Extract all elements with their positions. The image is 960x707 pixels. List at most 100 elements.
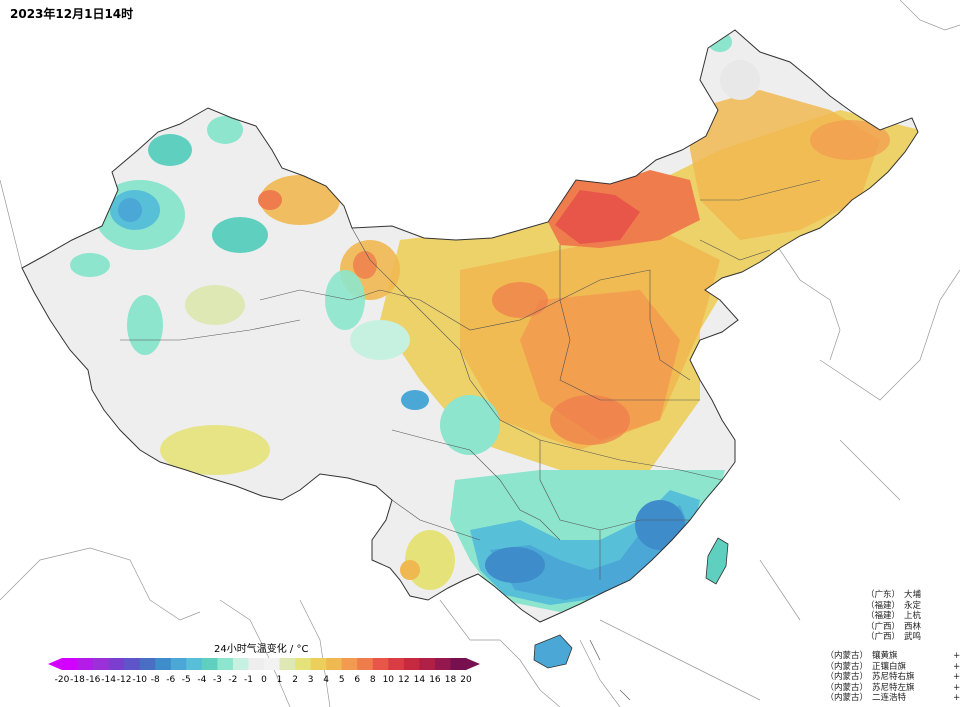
station-name: 正镶白旗 [872,661,907,672]
station-province: （福建） [865,600,900,611]
legend-swatch [170,658,187,670]
legend-swatch [232,658,249,670]
legend-min-arrow [48,658,62,670]
station-name: 永定 [904,600,922,611]
legend-tick-label: 10 [382,675,395,685]
station-province: （内蒙古） [825,672,868,682]
legend-tick-label: 6 [354,675,361,685]
legend-swatch [62,658,78,670]
legend-tick-label: -16 [85,675,101,685]
taiwan-island [705,537,729,585]
legend-tick-label: 4 [323,675,330,685]
station-row: （内蒙古） 二连浩特 +9.7°C [808,693,960,704]
legend-max-arrow [466,658,480,670]
legend-tick-label: -2 [228,675,238,685]
legend-tick-label: -14 [101,675,116,685]
station-name: 西林 [904,621,922,632]
station-name: 上杭 [904,611,922,621]
legend-swatch [326,658,342,670]
station-row: （福建） 永定 -9.1°C [840,601,960,612]
station-row: （广西） 西林 -8.8°C [840,622,960,633]
legend-tick-label: 3 [307,675,314,685]
station-row: （广东） 大埔 -9.6°C [840,590,960,601]
legend-tick-label: -6 [166,675,176,685]
legend-tick-label: 14 [413,675,426,685]
station-province: （内蒙古） [825,682,868,693]
south-china-sea-hint [589,639,631,701]
station-name: 镶黄旗 [872,651,898,661]
legend-swatch [310,658,327,670]
station-value: +8.8°C [953,672,960,682]
legend-swatch [403,658,420,670]
station-name: 武鸣 [904,632,922,642]
station-name: 苏尼特右旗 [872,672,915,682]
legend-tick-label: 2 [292,675,298,685]
station-province: （广东） [865,590,900,600]
station-value: -8.8°C [952,622,960,633]
legend-swatch [264,658,280,670]
station-value: -9.6°C [952,590,960,601]
china-outline [21,29,919,623]
legend-swatch [77,658,94,670]
legend-swatch [201,658,218,670]
legend-swatch [139,658,156,670]
legend-tick-label: -5 [181,675,191,685]
station-province: （内蒙古） [825,651,868,661]
legend-title: 24小时气温变化 / °C [214,644,309,655]
station-row: （内蒙古） 苏尼特左旗 +8.8°C [808,683,960,694]
legend-tick-label: 18 [444,675,457,685]
map-timestamp: 2023年12月1日14时 [10,7,134,21]
legend-tick-label: -18 [70,675,85,685]
legend-tick-label: -8 [150,675,160,685]
station-value: -9.1°C [952,601,960,612]
legend-swatch [295,658,311,670]
legend-tick-label: -12 [116,675,132,685]
legend-swatch [279,658,296,670]
station-province: （广西） [865,621,900,632]
legend-swatch [419,658,436,670]
legend-swatch [124,658,140,670]
station-row: （广西） 武鸣 -8.3°C [840,632,960,643]
legend-tick-label: 8 [369,675,376,685]
station-province: （福建） [865,611,900,621]
legend-tick-label: 20 [460,675,472,685]
legend-tick-label: -10 [132,675,148,685]
legend-tick-label: -20 [54,675,70,685]
cooling-station-list: （广东）大埔-9.6°C（福建）永定-9.1°C（福建）上杭-8.8°C（广西）… [840,590,960,643]
station-value: +8.8°C [953,682,960,693]
legend-tick-label: 12 [398,675,410,685]
legend-swatch [155,658,172,670]
station-province: （内蒙古） [825,661,868,672]
legend-swatch [248,658,265,670]
legend-swatch [93,658,109,670]
legend-tick-label: 0 [261,675,267,685]
legend-tick-label: 1 [276,675,283,685]
warming-station-list: （内蒙古） 镶黄旗 +8.7°C （内蒙古） 正镶白旗 +8.8°C （内蒙古） 苏尼特右旗 +… [808,651,960,704]
legend-tick-label: -1 [243,675,253,685]
legend-swatch [450,658,467,670]
legend-swatch [357,658,374,670]
legend-tick-label: 16 [429,675,441,685]
legend-swatch [217,658,234,670]
legend-swatch [186,658,203,670]
legend-tick-label: -4 [197,675,207,685]
station-value: -8.3°C [952,632,960,643]
station-value: -8.8°C [952,611,960,622]
legend-swatch [388,658,405,670]
hainan-island [533,634,573,669]
station-row: （内蒙古） 正镶白旗 +8.8°C [808,662,960,673]
station-row: （福建） 上杭 -8.8°C [840,611,960,622]
station-row: （内蒙古） 镶黄旗 +8.7°C [808,651,960,662]
province-borders [120,179,821,580]
station-value: +8.7°C [953,651,960,661]
station-name: 大埔 [904,590,922,600]
station-province: （广西） [865,632,900,642]
legend-swatch [434,658,451,670]
legend-ticks: -20 -18 -16 -14 -12 -10 -8 -6 -5 -4 -3 -2 -1 0 1 2 3 4 5 6 8… [0,675,960,689]
legend-swatch [341,658,358,670]
station-value: +9.7°C [953,693,960,703]
legend-tick-label: -3 [212,675,222,685]
station-province: （内蒙古） [825,693,868,703]
color-legend-bar [48,658,480,670]
